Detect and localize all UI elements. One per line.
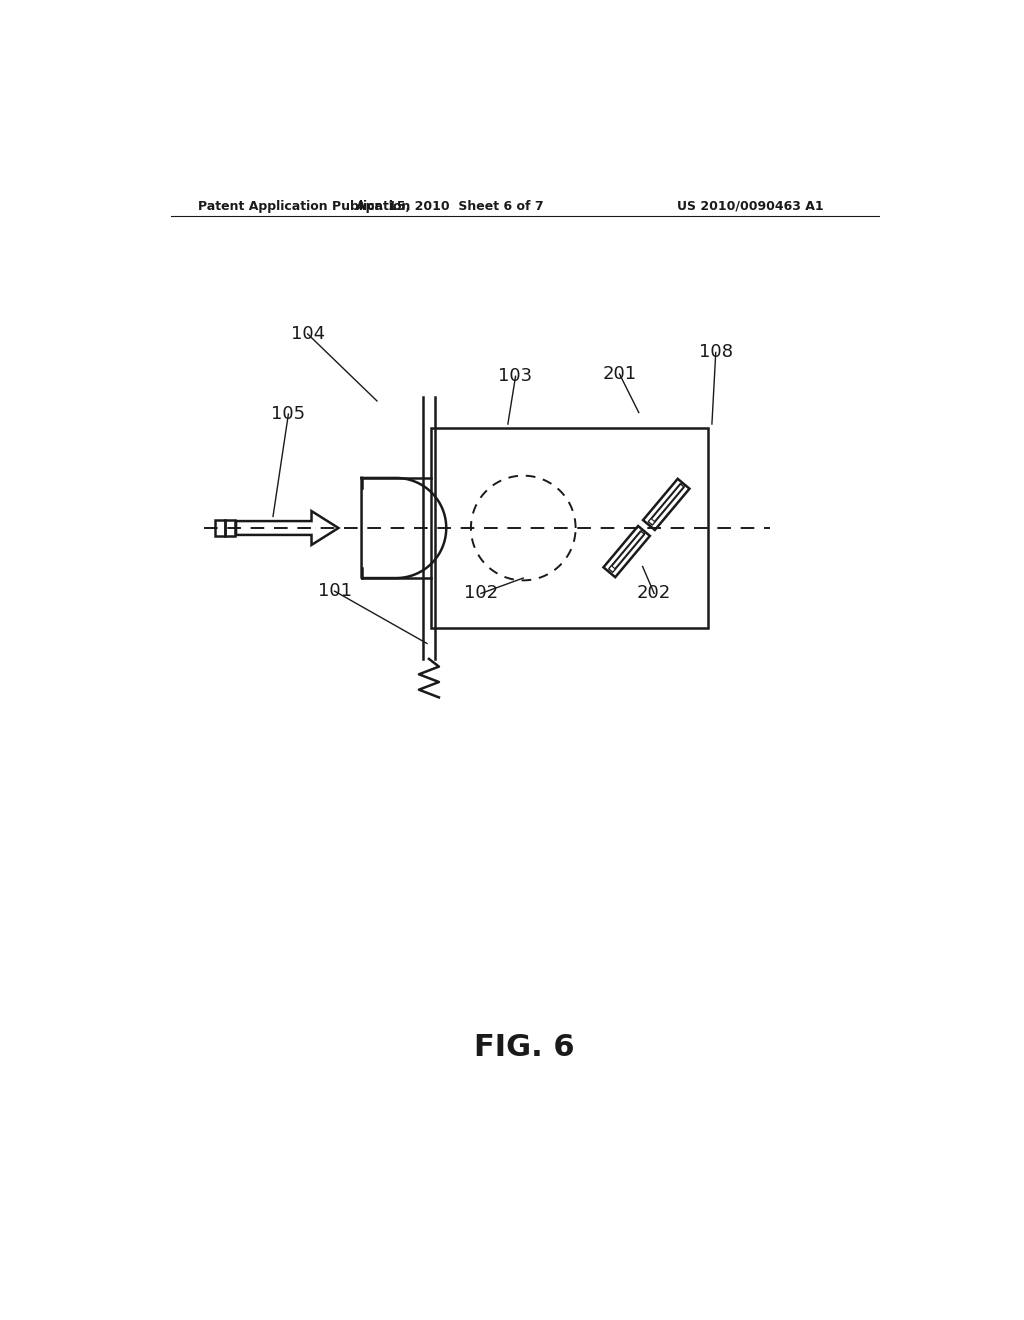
- Text: 201: 201: [602, 366, 637, 383]
- Text: 108: 108: [698, 343, 733, 362]
- Text: 104: 104: [291, 325, 325, 343]
- Text: 202: 202: [637, 585, 672, 602]
- Bar: [225, 520, 234, 536]
- Text: Apr. 15, 2010  Sheet 6 of 7: Apr. 15, 2010 Sheet 6 of 7: [356, 199, 544, 213]
- Bar: [215, 520, 225, 536]
- Text: US 2010/0090463 A1: US 2010/0090463 A1: [677, 199, 824, 213]
- Text: 102: 102: [464, 585, 498, 602]
- Text: 105: 105: [271, 405, 305, 422]
- Text: FIG. 6: FIG. 6: [474, 1034, 575, 1063]
- Bar: [431, 428, 708, 628]
- Text: Patent Application Publication: Patent Application Publication: [199, 199, 411, 213]
- Text: 101: 101: [317, 582, 351, 601]
- Text: 103: 103: [499, 367, 532, 385]
